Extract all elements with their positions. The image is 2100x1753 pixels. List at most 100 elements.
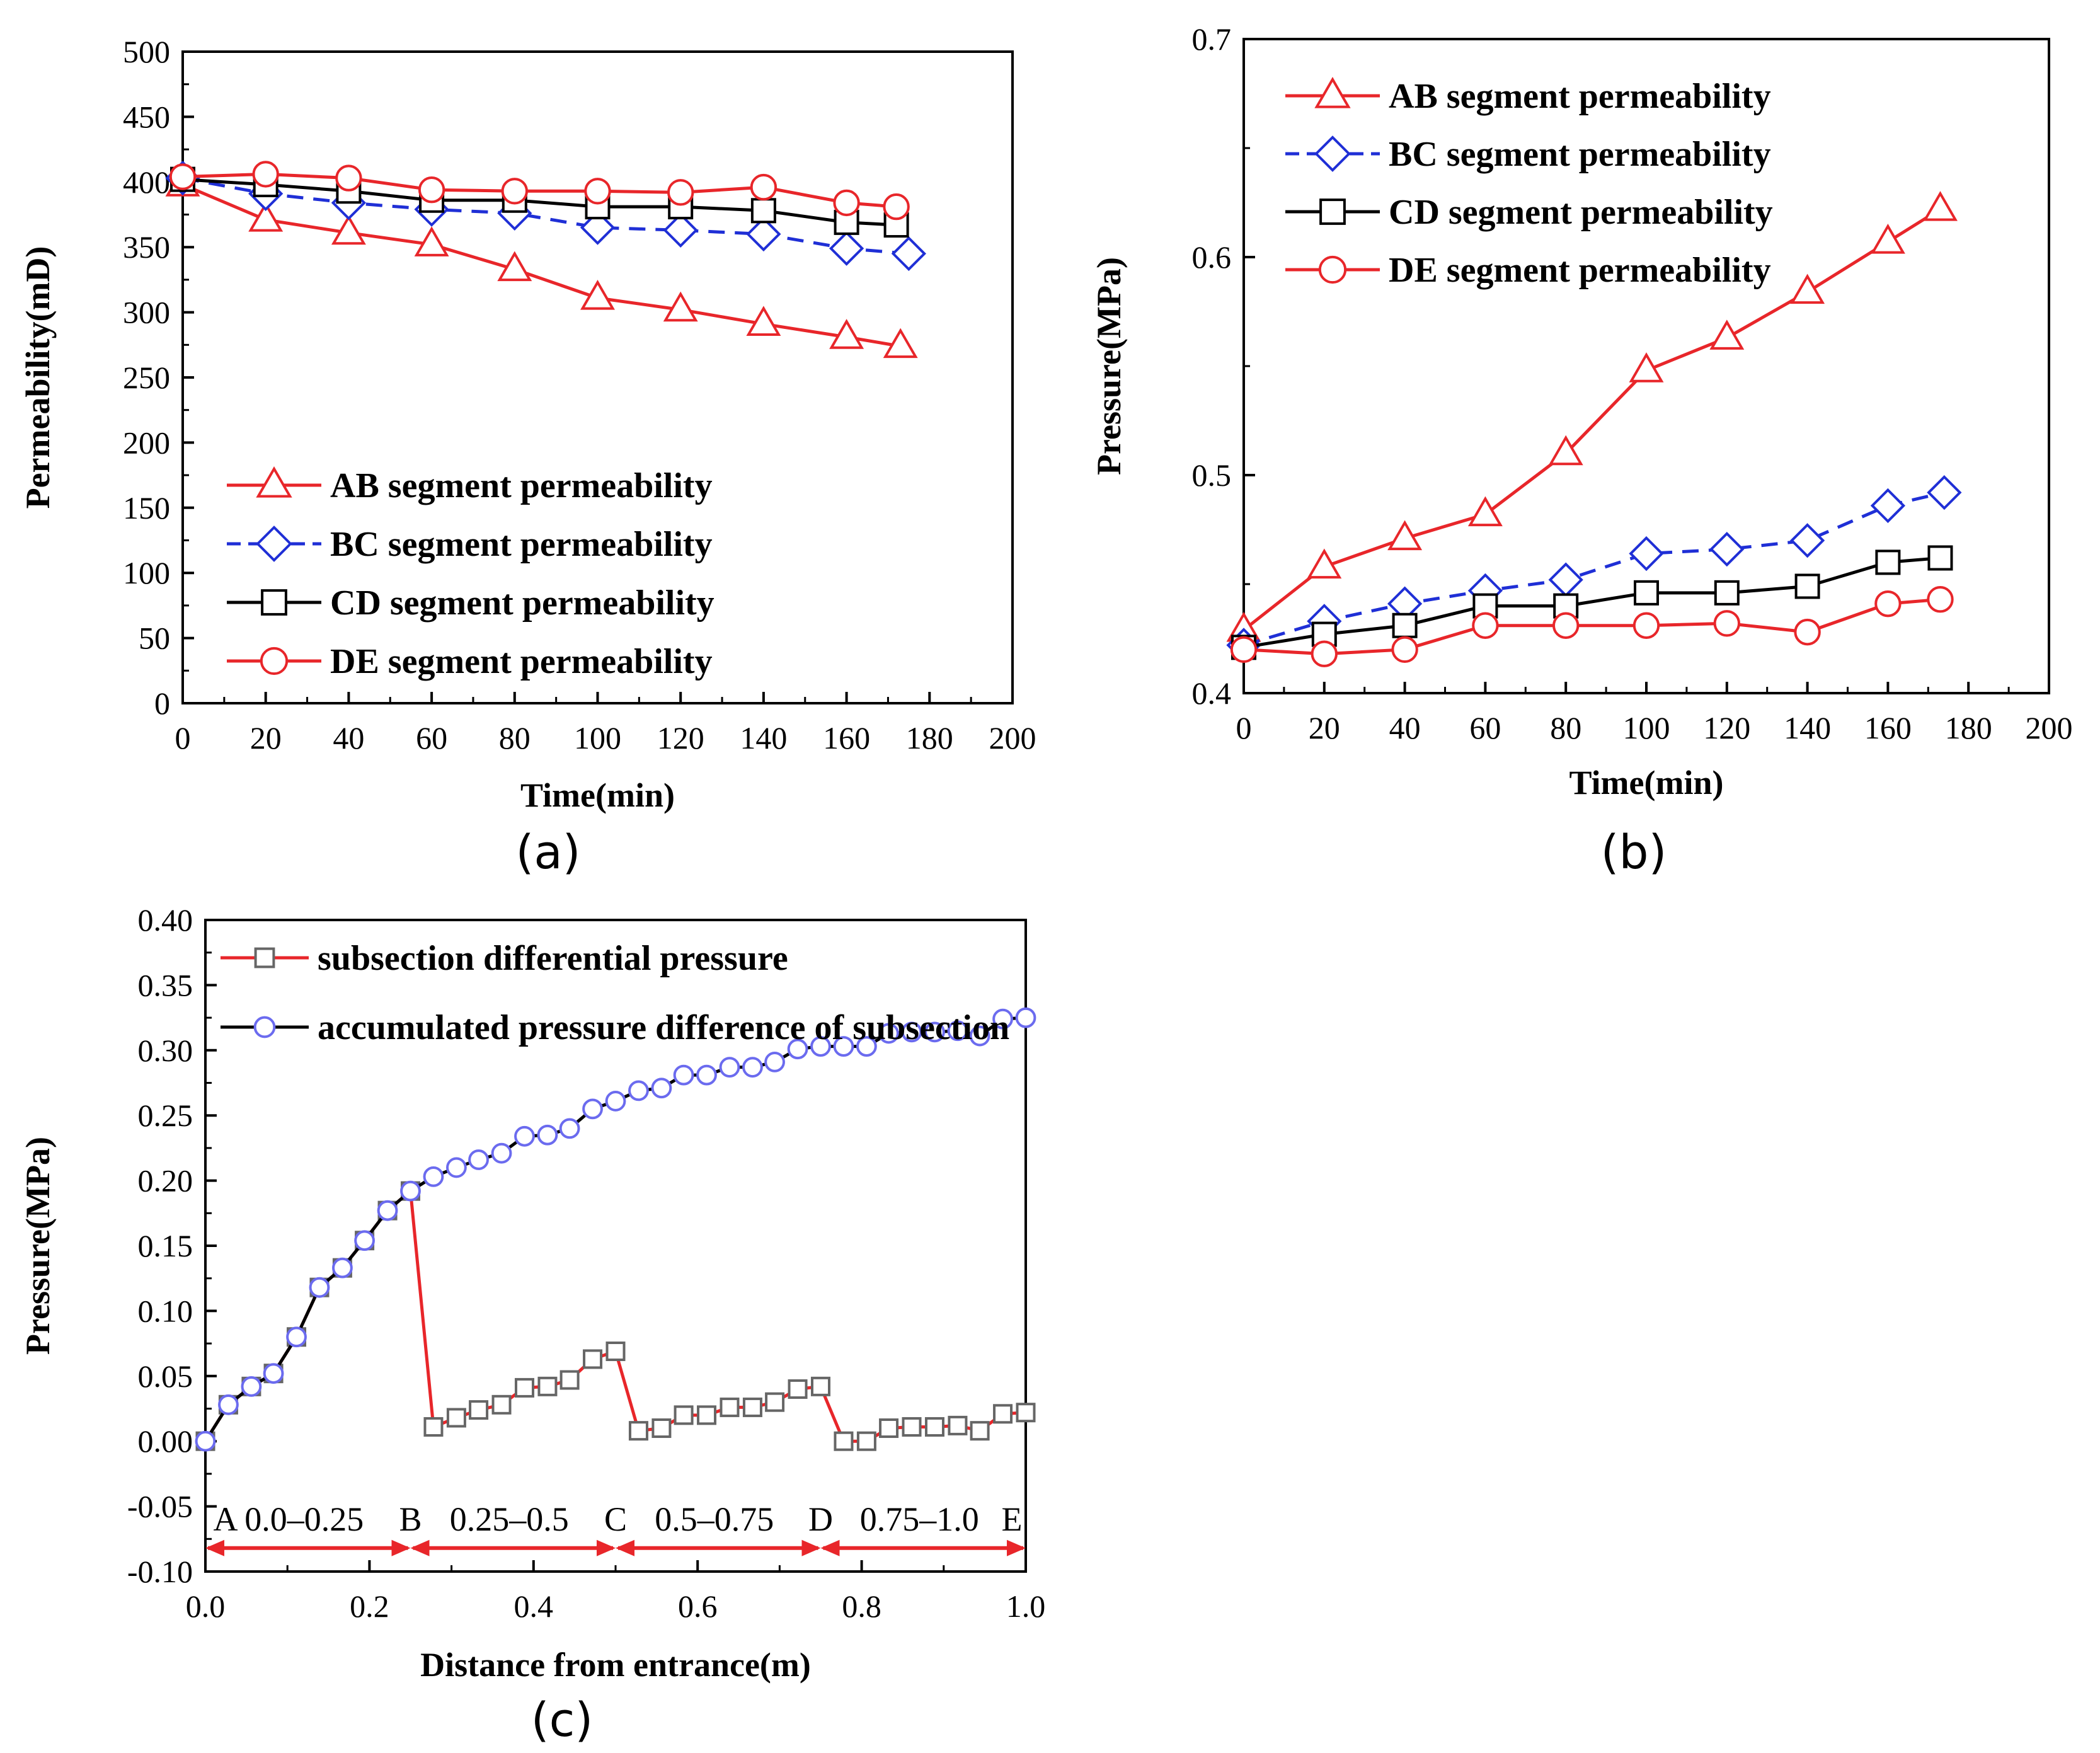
data-point <box>1875 549 1901 575</box>
legend-label: CD segment permeability <box>1389 193 1773 232</box>
panel-caption: (b) <box>1601 825 1667 880</box>
x-tick-label: 100 <box>574 720 621 756</box>
data-point <box>697 1405 717 1425</box>
x-tick-label: 0 <box>1236 710 1252 745</box>
segment-arrowhead <box>597 1539 616 1556</box>
data-point <box>446 1408 466 1428</box>
data-point <box>696 1064 717 1086</box>
data-point <box>1387 520 1423 551</box>
data-point <box>1709 532 1745 567</box>
data-point <box>1016 1403 1036 1423</box>
x-tick-label: 140 <box>1784 710 1831 745</box>
data-point <box>856 1036 877 1057</box>
data-point <box>583 1349 603 1369</box>
data-point <box>1467 496 1503 527</box>
legend-label: AB segment permeability <box>330 466 713 505</box>
segment-arrowhead <box>1007 1539 1026 1556</box>
series-line <box>182 183 901 348</box>
data-point <box>1548 435 1583 466</box>
data-point <box>446 1157 467 1178</box>
x-tick-label: 1.0 <box>1006 1589 1046 1624</box>
legend-label: CD segment permeability <box>330 583 714 623</box>
x-tick-label: 60 <box>416 720 447 756</box>
y-tick-label: 0.5 <box>1192 457 1232 493</box>
data-point <box>969 1025 990 1047</box>
segment-point-label: E <box>1002 1500 1023 1538</box>
legend-marker <box>1318 255 1347 284</box>
legend-label: DE segment permeability <box>330 642 713 681</box>
data-point <box>902 1417 922 1437</box>
data-point <box>765 1392 785 1412</box>
data-point <box>667 179 694 206</box>
data-point <box>1790 273 1825 304</box>
data-point <box>750 173 777 201</box>
data-point <box>1015 1007 1036 1028</box>
data-point <box>331 214 366 245</box>
data-point <box>580 210 616 245</box>
data-point <box>335 164 362 192</box>
data-point <box>1472 593 1498 619</box>
data-point <box>537 1124 558 1146</box>
data-point <box>248 201 284 232</box>
data-point <box>673 1064 694 1086</box>
x-tick-label: 80 <box>1550 710 1581 745</box>
data-point <box>1923 191 1958 221</box>
data-point <box>469 1400 489 1420</box>
legend-label: AB segment permeability <box>1389 77 1771 116</box>
x-tick-label: 160 <box>1864 710 1912 745</box>
legend-entry: DE segment permeability <box>1285 251 1771 290</box>
series-square <box>195 1181 1036 1451</box>
legend-marker <box>256 466 292 498</box>
data-point <box>1629 536 1664 572</box>
x-tick-label: 100 <box>1623 710 1670 745</box>
legend-entry: CD segment permeability <box>227 583 714 623</box>
data-point <box>514 1125 535 1147</box>
data-point <box>377 1200 398 1221</box>
data-point <box>1714 580 1740 606</box>
y-tick-label: 150 <box>123 490 170 526</box>
y-tick-label: 350 <box>123 229 170 265</box>
data-point <box>788 1379 808 1399</box>
data-point <box>218 1394 239 1415</box>
data-point <box>1794 573 1820 599</box>
data-point <box>423 1417 444 1437</box>
series-line <box>1242 207 1941 631</box>
legend-entry: AB segment permeability <box>227 466 713 505</box>
chart-panel-b: 0 20 40 60 80 100 120 140 160 180 200 0.4 0.5 0.6 0.7 T… <box>1090 21 2073 880</box>
data-point <box>491 1394 512 1415</box>
data-point <box>605 1091 626 1112</box>
x-tick-label: 140 <box>740 720 787 756</box>
segment-arrowhead <box>820 1539 840 1556</box>
y-tick-label: 0.4 <box>1192 675 1232 711</box>
segment-point-label: B <box>399 1500 422 1538</box>
series-line <box>1243 597 1941 656</box>
data-point <box>1927 545 1953 571</box>
data-point <box>628 1080 649 1101</box>
x-tick-label: 20 <box>250 720 282 756</box>
legend-marker <box>261 589 287 616</box>
chart-panel-c: 0.0 0.2 0.4 0.6 0.8 1.0 -0.10 -0.05 0.00 0.05 0.10… <box>19 902 1045 1747</box>
data-point <box>1634 580 1659 606</box>
x-tick-label: 0.2 <box>350 1589 389 1624</box>
segment-arrowhead <box>391 1539 411 1556</box>
y-tick-label: 50 <box>139 621 170 656</box>
x-tick-label: 40 <box>333 720 364 756</box>
data-point <box>169 163 197 190</box>
data-point <box>651 1418 672 1439</box>
data-point <box>833 1036 854 1057</box>
x-tick-label: 0.0 <box>186 1589 226 1624</box>
legend-entry: subsection differential pressure <box>221 939 788 978</box>
data-point <box>468 1149 489 1170</box>
y-tick-label: 100 <box>123 555 170 590</box>
y-tick-label: 0 <box>154 686 170 721</box>
data-point <box>810 1036 831 1057</box>
data-point <box>1392 612 1418 638</box>
segment-range-label: 0.0–0.25 <box>244 1500 364 1538</box>
legend-entry: CD segment permeability <box>1285 193 1773 232</box>
data-point <box>1794 618 1821 646</box>
data-point <box>263 1363 284 1384</box>
series-circle <box>1230 586 1954 667</box>
data-point <box>1870 488 1906 524</box>
legend-marker <box>1314 135 1351 172</box>
